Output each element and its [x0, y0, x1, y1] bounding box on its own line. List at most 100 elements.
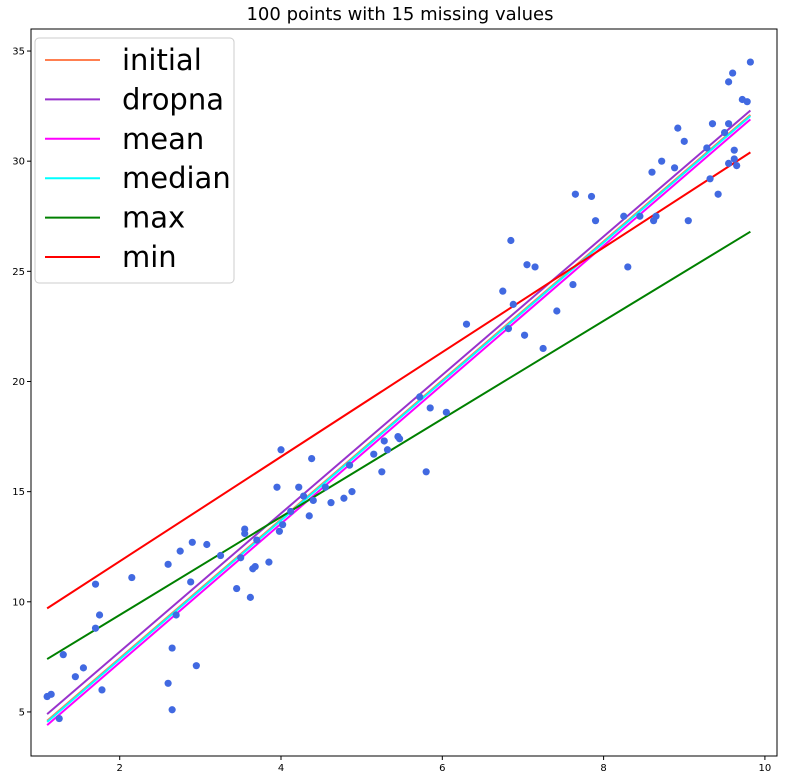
- data-point: [128, 573, 136, 582]
- data-point: [383, 446, 392, 454]
- data-point: [708, 120, 717, 128]
- data-point: [636, 212, 644, 220]
- data-point: [79, 664, 88, 672]
- data-point: [172, 611, 180, 619]
- line-median: [46, 115, 752, 723]
- data-point: [98, 686, 106, 694]
- x-tick-label: 4: [278, 763, 284, 774]
- data-point: [192, 662, 200, 670]
- data-point: [720, 128, 729, 137]
- fit-lines: [46, 109, 752, 726]
- data-point: [674, 124, 682, 132]
- data-point: [422, 468, 430, 476]
- legend-label-mean: mean: [122, 122, 204, 156]
- data-point: [164, 679, 172, 687]
- data-point: [327, 499, 335, 507]
- data-point: [295, 483, 303, 491]
- data-point: [587, 192, 596, 201]
- data-point: [299, 492, 308, 500]
- data-point: [730, 155, 738, 163]
- data-point: [426, 404, 434, 412]
- data-point: [233, 584, 241, 593]
- data-point: [91, 580, 100, 588]
- x-tick-label: 8: [600, 763, 606, 774]
- data-point: [241, 529, 249, 538]
- data-point: [499, 287, 507, 295]
- data-point: [345, 461, 354, 469]
- data-point: [729, 69, 737, 77]
- data-point: [59, 651, 67, 659]
- data-point: [395, 435, 404, 443]
- data-point: [188, 538, 196, 546]
- data-point: [91, 624, 100, 632]
- data-point: [47, 690, 55, 698]
- data-point: [309, 496, 317, 505]
- data-point: [531, 263, 539, 271]
- legend: initial dropna mean median max min: [34, 37, 235, 284]
- data-point: [305, 512, 313, 520]
- data-point: [703, 144, 711, 152]
- data-point: [279, 521, 287, 529]
- data-point: [321, 483, 329, 491]
- y-tick-label: 5: [19, 707, 25, 718]
- data-point: [520, 331, 529, 339]
- y-tick-label: 20: [12, 377, 25, 388]
- x-tick-label: 10: [759, 763, 772, 774]
- data-point: [652, 212, 660, 220]
- data-point: [743, 98, 751, 106]
- data-point: [591, 217, 600, 225]
- line-dropna: [46, 109, 752, 715]
- data-point: [277, 446, 285, 454]
- data-point: [714, 190, 722, 198]
- data-point: [251, 562, 259, 571]
- data-point: [523, 261, 531, 269]
- data-point: [507, 236, 515, 245]
- legend-label-initial: initial: [122, 43, 202, 77]
- data-point: [55, 714, 63, 723]
- data-point: [624, 263, 632, 271]
- legend-label-median: median: [122, 161, 231, 195]
- data-point: [504, 325, 513, 333]
- data-point: [733, 161, 741, 170]
- data-point: [442, 408, 450, 416]
- data-point: [348, 488, 356, 496]
- line-max: [46, 230, 751, 660]
- line-min: [46, 151, 751, 610]
- data-point: [706, 175, 714, 183]
- data-point: [253, 536, 261, 544]
- data-point: [416, 393, 424, 401]
- y-tick-label: 10: [12, 597, 25, 608]
- data-point: [237, 554, 245, 562]
- legend-label-min: min: [122, 240, 177, 274]
- data-point: [725, 159, 733, 167]
- x-axis-ticks: 2 4 6 8 10: [117, 756, 772, 774]
- data-point: [380, 437, 388, 445]
- data-point: [725, 78, 733, 86]
- y-tick-label: 30: [12, 157, 25, 168]
- data-point: [95, 611, 104, 619]
- data-point: [569, 280, 577, 289]
- axes-frame: [30, 28, 778, 757]
- line-mean: [46, 118, 752, 726]
- data-point: [509, 300, 517, 308]
- data-point: [168, 706, 176, 714]
- y-axis-ticks: 5 10 15 20 25 30 35: [12, 47, 31, 718]
- data-point: [164, 560, 172, 568]
- legend-label-dropna: dropna: [122, 82, 224, 116]
- y-tick-label: 25: [12, 267, 25, 278]
- data-point: [539, 344, 547, 353]
- y-tick-label: 35: [12, 47, 25, 58]
- x-tick-label: 2: [117, 763, 123, 774]
- data-point: [168, 644, 176, 652]
- data-point: [620, 212, 628, 220]
- data-point: [553, 307, 561, 315]
- data-point: [680, 137, 688, 145]
- plot-area: 2 4 6 8 10 5 10 15 20 25 30 35: [12, 28, 778, 774]
- data-point: [670, 164, 679, 172]
- data-point: [340, 494, 348, 502]
- data-point: [370, 450, 378, 458]
- chart-title: 100 points with 15 missing values: [246, 4, 553, 25]
- data-point: [308, 454, 316, 463]
- data-point: [684, 217, 692, 225]
